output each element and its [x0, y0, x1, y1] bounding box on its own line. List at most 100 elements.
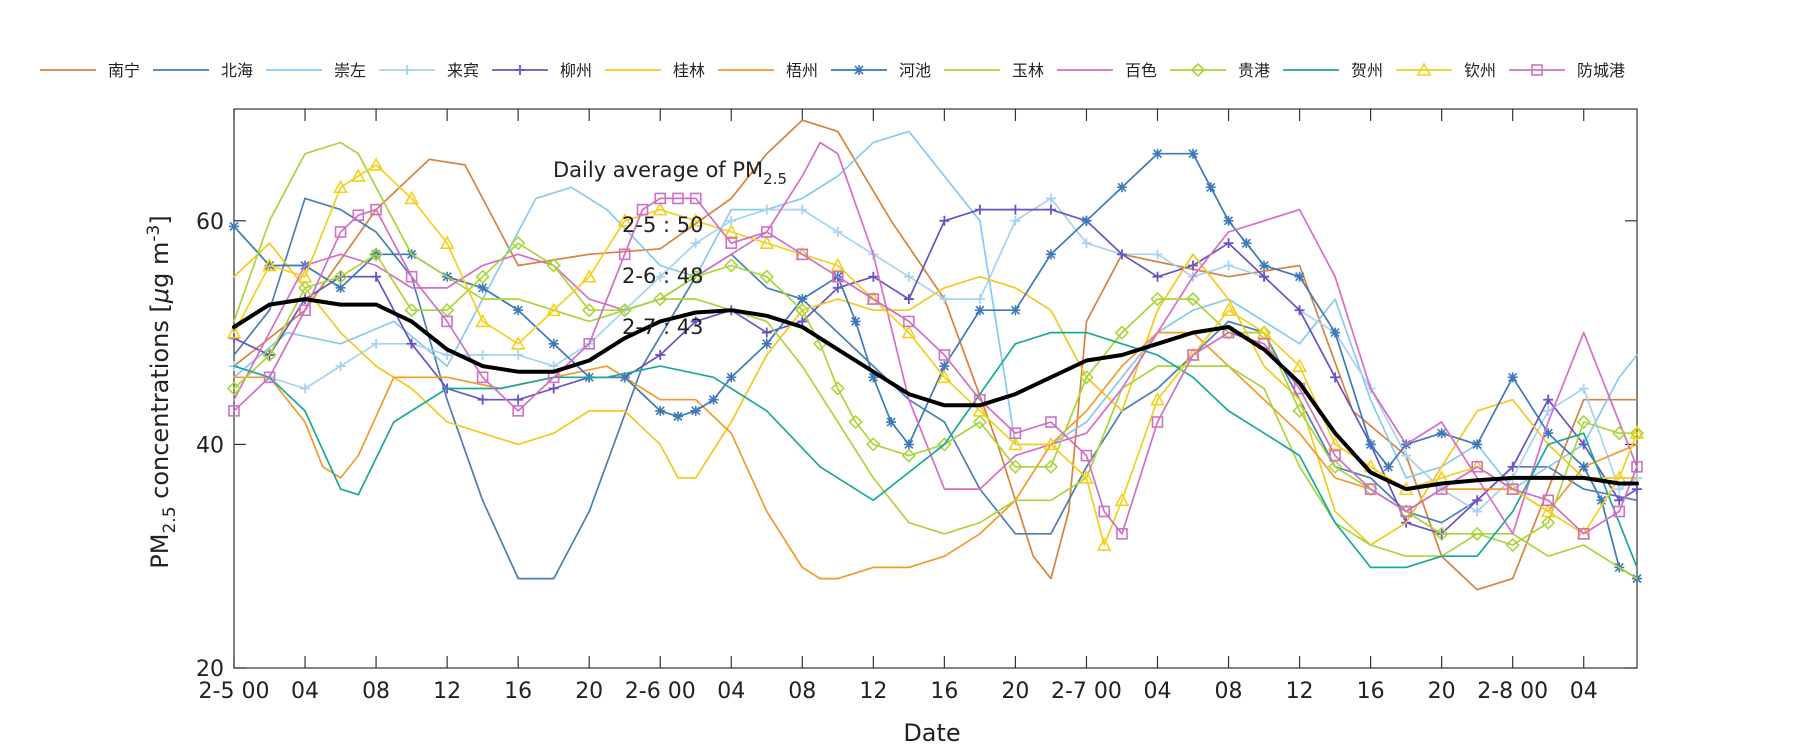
x-tick-label: 04 — [717, 679, 745, 704]
series-line — [233, 197, 1638, 535]
data-point — [690, 238, 701, 249]
data-point — [1629, 426, 1645, 441]
data-point — [297, 280, 313, 296]
data-point — [1045, 416, 1057, 428]
data-point — [477, 349, 488, 360]
data-point — [688, 269, 703, 284]
legend-item: 贺州 — [1283, 61, 1383, 80]
data-point — [581, 269, 597, 283]
x-tick-label: 04 — [291, 679, 319, 704]
data-point — [548, 338, 559, 349]
data-point — [228, 405, 240, 417]
data-point — [1185, 291, 1201, 307]
data-point — [1114, 492, 1130, 507]
data-point — [653, 291, 668, 307]
x-tick-label: 08 — [788, 679, 816, 704]
data-point — [1116, 182, 1127, 193]
data-point — [513, 394, 524, 405]
data-point — [689, 192, 702, 205]
data-point — [1116, 528, 1128, 540]
data-point — [903, 439, 914, 450]
legend-item: 柳州 — [492, 61, 592, 80]
data-point — [1221, 302, 1236, 317]
legend-label: 梧州 — [786, 61, 818, 80]
data-point — [832, 226, 843, 237]
data-point — [1223, 215, 1234, 226]
data-point — [972, 403, 988, 417]
y-tick-label: 60 — [196, 210, 224, 235]
data-point — [546, 258, 561, 273]
data-point — [866, 437, 881, 452]
legend-item: 桂林 — [605, 61, 705, 80]
legend-item: 河池 — [831, 61, 931, 80]
data-point — [1292, 403, 1307, 418]
series-2 — [233, 197, 1638, 580]
series-line — [233, 130, 1638, 490]
data-point — [1079, 370, 1094, 385]
data-point — [726, 215, 737, 226]
data-point — [333, 179, 348, 194]
data-point — [655, 349, 666, 360]
data-point — [582, 303, 597, 318]
legend-item: 百色 — [1057, 61, 1157, 80]
data-point — [655, 405, 666, 416]
data-point — [1256, 324, 1272, 339]
legend-label: 崇左 — [334, 61, 366, 80]
series-line — [233, 141, 1638, 535]
legend-label: 北海 — [221, 61, 253, 80]
legend-item: 梧州 — [718, 61, 818, 80]
legend-item: 来宾 — [379, 61, 479, 80]
series-line — [233, 242, 1638, 546]
data-point — [672, 411, 683, 422]
data-point — [299, 304, 311, 317]
data-point — [726, 372, 737, 383]
data-point — [708, 394, 719, 405]
data-point — [1383, 461, 1394, 472]
series-14 — [228, 192, 1643, 540]
data-point — [1150, 392, 1165, 406]
data-point — [759, 269, 774, 284]
data-point — [1541, 515, 1556, 530]
data-point — [1292, 358, 1307, 372]
data-point — [406, 338, 417, 349]
data-point — [690, 316, 701, 327]
series-3 — [233, 130, 1638, 490]
data-point — [350, 168, 366, 182]
data-point — [868, 271, 879, 282]
data-point — [1436, 428, 1447, 439]
data-point — [1294, 271, 1305, 282]
data-point — [1596, 495, 1607, 506]
data-point — [1401, 450, 1412, 461]
legend-item: 崇左 — [266, 61, 366, 80]
x-tick-label: 2-5 00 — [199, 679, 270, 704]
data-point — [548, 361, 559, 372]
y-axis-title: PM2.5 concentrations [μg m-3] — [144, 215, 180, 568]
y-tick-label: 20 — [196, 657, 224, 682]
series-line — [233, 197, 1638, 580]
data-point — [901, 324, 917, 339]
data-point — [868, 372, 879, 383]
data-point — [439, 235, 455, 249]
data-point — [760, 226, 773, 238]
data-point — [1472, 495, 1483, 506]
x-tick-label: 2-8 00 — [1477, 679, 1548, 704]
data-point — [1150, 291, 1165, 307]
data-point — [262, 257, 277, 272]
legend-label: 贵港 — [1238, 61, 1270, 80]
data-point — [1629, 425, 1645, 440]
data-point — [477, 394, 488, 405]
data-point — [903, 315, 915, 328]
legend-item: 南宁 — [40, 61, 140, 80]
data-point — [1045, 204, 1056, 215]
data-point — [512, 405, 524, 417]
data-point — [937, 437, 952, 452]
data-point — [1080, 449, 1093, 462]
series-6 — [233, 242, 1638, 546]
data-point — [972, 414, 988, 430]
data-point — [335, 361, 346, 372]
series-12 — [233, 331, 1638, 569]
data-point — [1363, 481, 1378, 497]
legend-label: 来宾 — [447, 61, 479, 80]
x-tick-label: 20 — [575, 679, 603, 704]
legend-label: 南宁 — [108, 61, 140, 80]
